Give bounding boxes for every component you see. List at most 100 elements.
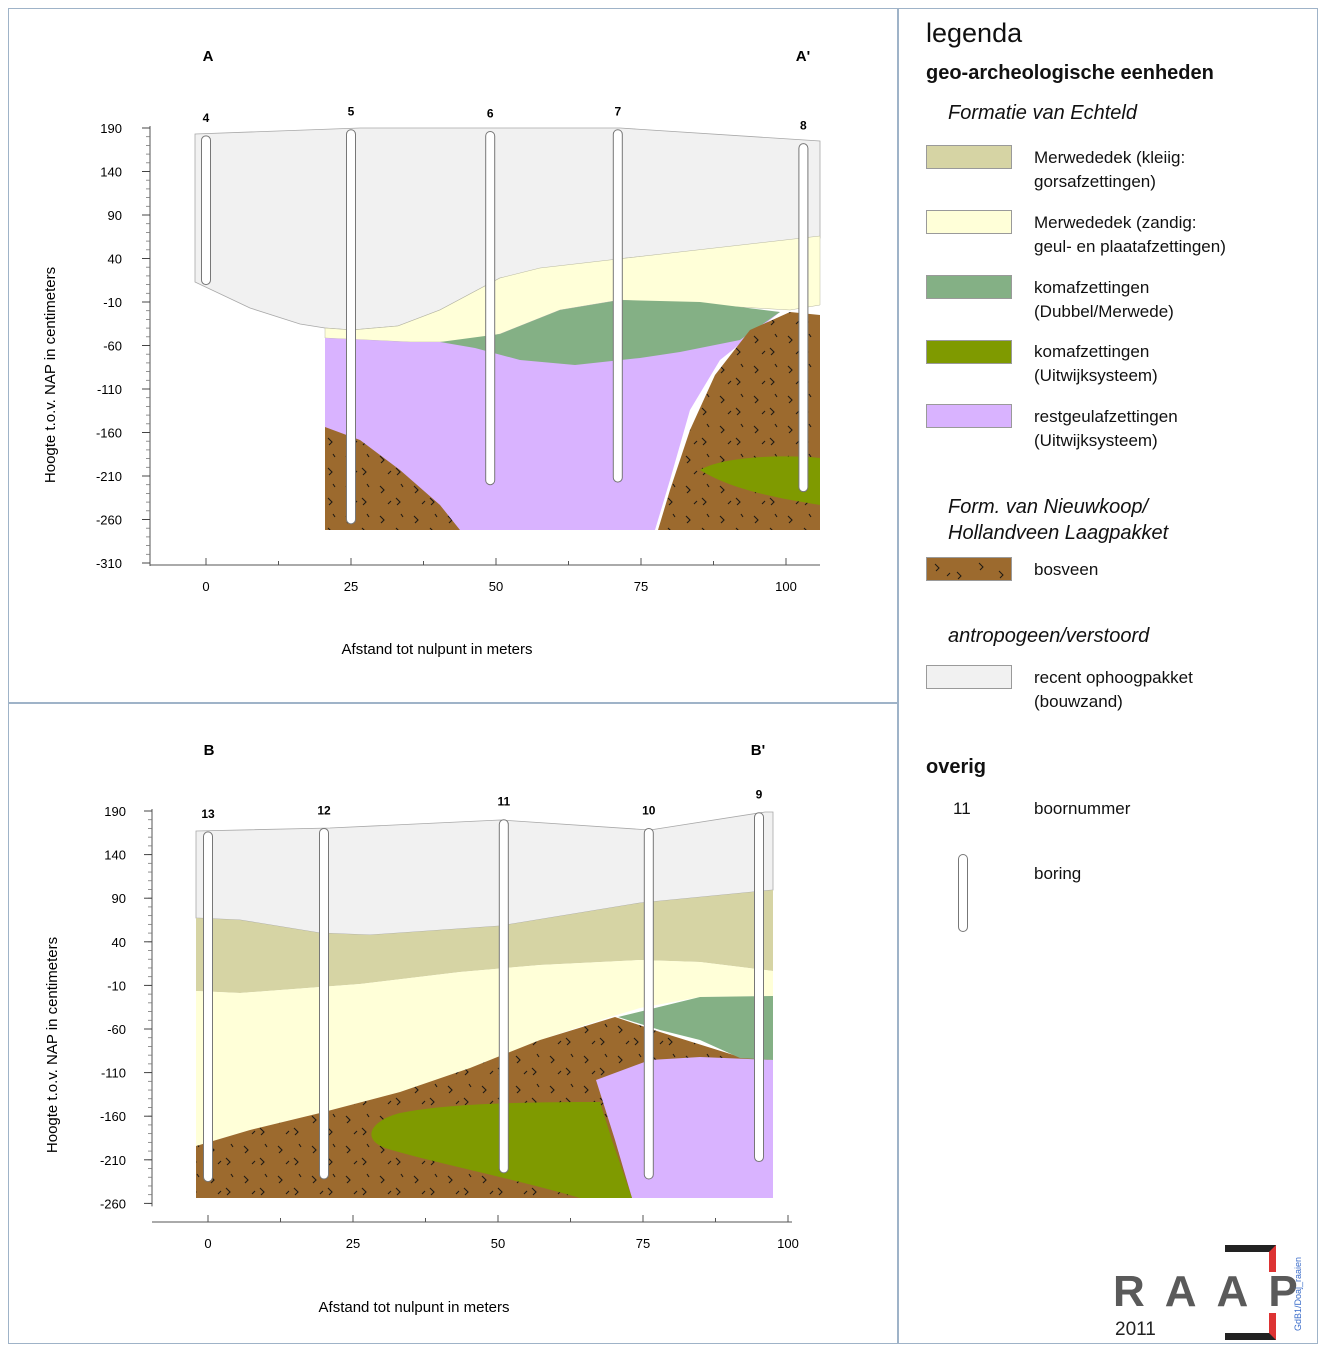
legend-group-antropogeen: antropogeen/verstoord [948,625,1150,647]
legend-swatch-recent-ophoogpakket [926,665,1012,689]
legend-label-komafzettingen-uitwijk: komafzettingen (Uitwijksysteem) [1034,342,1158,385]
layer-merwededek-zandig [196,960,773,1146]
legend-label-restgeul: restgeulafzettingen (Uitwijksysteem) [1034,407,1178,450]
legend-swatch-komafzettingen-dubbel [926,275,1012,299]
x-tick-label: 100 [777,1236,799,1251]
y-tick-label: 40 [112,935,126,950]
section-a-boreholes: 4 5 6 7 8 [201,105,809,525]
panel-section-a [8,8,899,704]
layer-restgeul [596,1057,773,1198]
logo-year: 2011 [1115,1319,1156,1340]
legend-subtitle: geo-archeologische eenheden [926,62,1214,84]
legend-swatch-restgeul [926,404,1012,428]
legend-borehole-label: boring [1034,864,1082,883]
layer-komafzettingen-dubbel [618,996,773,1060]
borehole-12 [319,827,329,1180]
borehole-10 [643,827,654,1180]
section-b-y-axis-label: Hoogte t.o.v. NAP in centimeters [44,937,61,1153]
y-tick-label: 90 [108,208,122,223]
legend-swatch-komafzettingen-uitwijk [926,340,1012,364]
legend: legenda geo-archeologische eenheden Form… [898,8,1316,1342]
section-a-end-label: A' [796,48,810,65]
layer-merwededek-kleiig [196,890,773,993]
layer-bosveen-left [325,427,460,530]
legend-label-merwededek-zandig: Merwededek (zandig: geul- en plaatafzett… [1034,213,1226,256]
y-tick-label: -10 [107,978,126,993]
borehole-9 [754,812,764,1163]
y-tick-label: -60 [107,1022,126,1037]
legend-other-heading: overig [926,756,987,778]
legend-group-nieuwkoop: Form. van Nieuwkoop/ Hollandveen Laagpak… [948,496,1169,544]
borehole-number-label: 7 [614,105,621,119]
legend-label-bosveen: bosveen [1034,560,1099,579]
y-tick-label: -260 [96,513,122,528]
y-tick-label: -110 [97,382,122,397]
x-tick-label: 50 [491,1236,505,1251]
y-tick-label: 40 [108,252,122,267]
y-tick-label: 140 [100,165,122,180]
legend-swatch-merwededek-zandig [926,210,1012,234]
borehole-11 [498,819,509,1174]
borehole-7 [612,129,623,483]
logo-bracket-top-icon [1225,1245,1276,1272]
legend-swatch-bosveen [926,557,1012,581]
section-b-axes: 190 140 90 40 -10 -60 -110 -160 -210 -260 0 25 50 75 1… [100,804,799,1251]
borehole-13 [203,831,213,1183]
borehole-4 [201,135,211,286]
borehole-number-label: 11 [497,795,510,809]
layer-komafzettingen-dubbel [440,300,780,365]
x-tick-label: 0 [202,579,209,594]
legend-borehole-number-label: boornummer [1034,799,1131,818]
borehole-6 [485,130,496,486]
borehole-number-label: 12 [317,803,331,817]
logo-text: RAAP [1113,1267,1318,1316]
borehole-number-label: 9 [756,788,763,802]
y-tick-label: -210 [100,1153,126,1168]
x-tick-label: 100 [775,579,797,594]
section-b-layers [195,811,774,1198]
borehole-number-label: 8 [800,119,807,133]
layer-restgeul [325,300,780,530]
x-tick-label: 0 [204,1236,211,1251]
panel-section-b [8,702,899,1344]
legend-panel [897,8,1318,1344]
borehole-5 [346,129,356,525]
layer-komafzettingen-uitwijk [700,456,820,505]
logo-bracket-bottom-icon [1225,1313,1276,1340]
legend-label-recent-ophoogpakket: recent ophoogpakket (bouwzand) [1034,668,1193,711]
y-tick-label: -10 [103,295,122,310]
section-a-layers [194,127,821,530]
section-a-y-axis-label: Hoogte t.o.v. NAP in centimeters [42,267,59,483]
y-tick-label: -110 [101,1066,126,1081]
borehole-symbol-icon [958,854,968,932]
section-a-x-axis-label: Afstand tot nulpunt in meters [342,641,533,658]
x-tick-label: 75 [636,1236,650,1251]
y-tick-label: -160 [96,426,122,441]
y-tick-label: 90 [112,891,126,906]
section-b-boreholes: 13 12 11 10 9 [201,788,764,1183]
legend-title: legenda [926,18,1023,48]
legend-group-echteld: Formatie van Echteld [948,102,1137,124]
borehole-number-label: 4 [203,111,210,125]
x-tick-label: 25 [346,1236,360,1251]
y-tick-label: 190 [100,121,122,136]
borehole-number-label: 13 [201,807,215,821]
section-a-start-label: A [203,48,214,65]
borehole-number-label: 10 [642,803,656,817]
y-tick-label: 140 [104,848,126,863]
borehole-number-label: 6 [487,106,494,120]
section-b-x-axis-label: Afstand tot nulpunt in meters [319,1299,510,1316]
y-tick-label: -310 [96,556,122,571]
x-tick-label: 25 [344,579,358,594]
borehole-8 [798,143,809,493]
x-tick-label: 50 [489,579,503,594]
section-b-start-label: B [204,742,215,759]
y-tick-label: -210 [96,469,122,484]
cross-section-a: 190 140 90 40 -10 -60 -110 -160 -210 -260 -310 0 25 5… [42,48,821,658]
legend-label-merwededek-kleiig: Merwededek (kleiig: gorsafzettingen) [1034,148,1186,191]
y-tick-label: -260 [100,1196,126,1211]
y-tick-label: -60 [103,339,122,354]
section-b-end-label: B' [751,742,765,759]
borehole-number-label: 5 [348,105,355,119]
legend-label-komafzettingen-dubbel: komafzettingen (Dubbel/Merwede) [1034,278,1174,321]
